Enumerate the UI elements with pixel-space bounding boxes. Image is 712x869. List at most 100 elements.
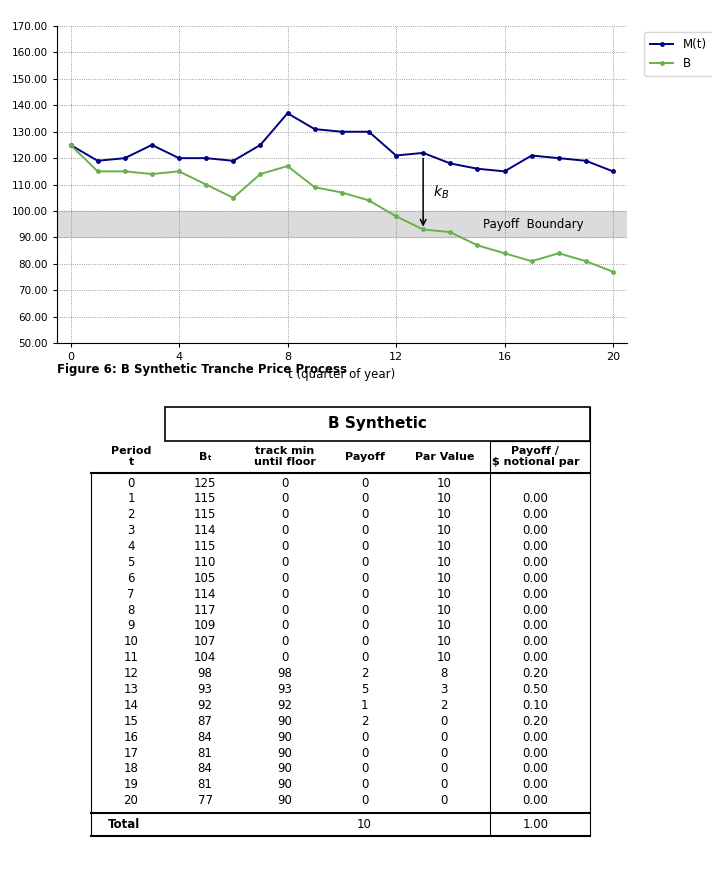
Text: 2: 2: [361, 715, 368, 727]
Text: 81: 81: [198, 746, 212, 760]
Text: 9: 9: [127, 620, 135, 633]
Text: 0: 0: [361, 524, 368, 537]
B: [256, 169, 265, 179]
Text: Payoff /
$ notional par: Payoff / $ notional par: [491, 446, 580, 468]
B: [446, 227, 454, 237]
Text: 10: 10: [437, 587, 451, 600]
Text: 0: 0: [361, 556, 368, 569]
Text: 0: 0: [281, 572, 288, 585]
Text: 10: 10: [437, 524, 451, 537]
Text: 10: 10: [437, 620, 451, 633]
Text: 115: 115: [194, 540, 216, 553]
Text: 10: 10: [437, 493, 451, 506]
Text: 10: 10: [437, 540, 451, 553]
Text: 0: 0: [441, 794, 448, 807]
Text: 0: 0: [361, 731, 368, 744]
Text: 0: 0: [361, 587, 368, 600]
Text: 0: 0: [361, 779, 368, 792]
B: [609, 267, 617, 277]
M(t): [609, 166, 617, 176]
Text: 0: 0: [361, 746, 368, 760]
Text: 0: 0: [361, 540, 368, 553]
Text: 7: 7: [127, 587, 135, 600]
Text: 10: 10: [437, 556, 451, 569]
Text: 0: 0: [361, 508, 368, 521]
Text: 0: 0: [281, 556, 288, 569]
Text: Figure 6: B Synthetic Tranche Price Process: Figure 6: B Synthetic Tranche Price Proc…: [57, 363, 347, 376]
B: [582, 256, 590, 267]
B: [283, 161, 292, 171]
Text: 107: 107: [194, 635, 216, 648]
Text: 0.00: 0.00: [523, 651, 548, 664]
Text: 0: 0: [361, 635, 368, 648]
Text: 0: 0: [361, 604, 368, 617]
Text: 0.20: 0.20: [523, 667, 548, 680]
Text: 0: 0: [281, 476, 288, 489]
Text: 10: 10: [437, 508, 451, 521]
M(t): [528, 150, 536, 161]
Text: 0.10: 0.10: [523, 699, 548, 712]
Text: 0: 0: [281, 587, 288, 600]
Text: 0: 0: [361, 620, 368, 633]
Text: 0.00: 0.00: [523, 556, 548, 569]
B: [555, 248, 563, 258]
Legend: M(t), B: M(t), B: [644, 32, 712, 76]
Text: 114: 114: [194, 524, 216, 537]
Text: 0: 0: [441, 731, 448, 744]
Text: 90: 90: [278, 731, 292, 744]
Text: 0.00: 0.00: [523, 572, 548, 585]
Text: 0.00: 0.00: [523, 779, 548, 792]
Text: 90: 90: [278, 762, 292, 775]
Text: 14: 14: [123, 699, 139, 712]
Text: 117: 117: [194, 604, 216, 617]
Text: Total: Total: [108, 818, 140, 831]
B: [310, 182, 319, 192]
Text: 90: 90: [278, 794, 292, 807]
Text: 10: 10: [124, 635, 138, 648]
Text: 0.00: 0.00: [523, 524, 548, 537]
Text: 2: 2: [441, 699, 448, 712]
Text: 110: 110: [194, 556, 216, 569]
Text: 0: 0: [441, 746, 448, 760]
Text: 1.00: 1.00: [523, 818, 548, 831]
Text: 10: 10: [437, 651, 451, 664]
M(t): [202, 153, 211, 163]
M(t): [419, 148, 427, 158]
Text: 0.00: 0.00: [523, 794, 548, 807]
B: [93, 166, 102, 176]
Text: 10: 10: [437, 635, 451, 648]
Text: 0.00: 0.00: [523, 540, 548, 553]
Text: 1: 1: [127, 493, 135, 506]
M(t): [147, 140, 156, 150]
Text: 11: 11: [123, 651, 139, 664]
Text: 0: 0: [281, 620, 288, 633]
Text: track min
until floor: track min until floor: [254, 446, 315, 468]
Text: 20: 20: [124, 794, 138, 807]
Text: 15: 15: [124, 715, 138, 727]
Text: Period
t: Period t: [111, 446, 151, 468]
B: [473, 240, 481, 250]
Text: 109: 109: [194, 620, 216, 633]
M(t): [174, 153, 183, 163]
Text: 0: 0: [441, 762, 448, 775]
Text: 0.00: 0.00: [523, 635, 548, 648]
Text: 0.00: 0.00: [523, 746, 548, 760]
Text: 4: 4: [127, 540, 135, 553]
B: [419, 224, 427, 235]
M(t): [256, 140, 265, 150]
Text: 0.00: 0.00: [523, 731, 548, 744]
M(t): [446, 158, 454, 169]
Text: 0.50: 0.50: [523, 683, 548, 696]
Text: 115: 115: [194, 508, 216, 521]
Text: 8: 8: [441, 667, 448, 680]
Text: 0: 0: [361, 493, 368, 506]
Text: 0: 0: [441, 779, 448, 792]
M(t): [365, 127, 373, 137]
Text: 3: 3: [441, 683, 448, 696]
Text: 12: 12: [123, 667, 139, 680]
Text: 90: 90: [278, 779, 292, 792]
Text: 92: 92: [197, 699, 213, 712]
Text: 0.00: 0.00: [523, 604, 548, 617]
Text: 84: 84: [198, 731, 212, 744]
Text: 114: 114: [194, 587, 216, 600]
